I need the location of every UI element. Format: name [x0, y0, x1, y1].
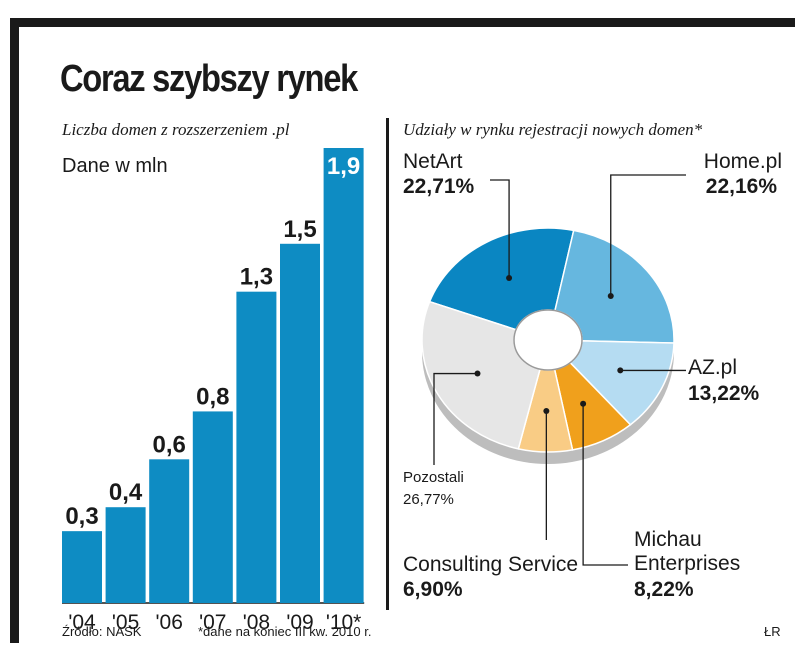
bar-1 — [105, 507, 146, 603]
bar-chart-unit-label: Dane w mln — [62, 155, 168, 177]
bar-value-label-3: 0,8 — [196, 383, 229, 410]
legend-pct-netart: 22,71% — [403, 175, 475, 198]
bar-value-label-2: 0,6 — [153, 431, 186, 458]
source-note: Źródło: NASK — [62, 624, 142, 639]
frame-left-border — [10, 18, 19, 643]
bar-value-label-4: 1,3 — [240, 264, 273, 291]
bar-value-label-5: 1,5 — [283, 216, 316, 243]
bar-chart-subtitle: Liczba domen z rozszerzeniem .pl — [62, 120, 290, 139]
legend-name-azpl: AZ.pl — [688, 356, 738, 379]
bar-category-label-0: '04 — [68, 611, 96, 634]
legend-name-michau: Michau Enterprises — [634, 528, 741, 575]
legend-pct-homepl: 22,16% — [705, 175, 777, 198]
panel-divider — [386, 118, 389, 610]
bar-category-label-2: '06 — [156, 611, 183, 634]
frame-top-border — [10, 18, 795, 27]
pie-center-hole — [513, 309, 583, 371]
leader-line-0 — [490, 179, 510, 278]
legend-pct-michau: 8,22% — [634, 578, 694, 601]
bar-chart: 0,3 '04 0,4 '05 0,6 '06 0,8 '07 1,3 '08 1,5 '09 1,9 '… — [62, 148, 365, 634]
footnote: *dane na koniec III kw. 2010 r. — [198, 624, 372, 639]
legend-name-homepl: Home.pl — [703, 150, 782, 173]
bar-4 — [236, 291, 277, 603]
leader-line-1 — [610, 174, 686, 296]
bar-category-label-3: '07 — [199, 611, 226, 634]
leader-dot-2 — [617, 367, 624, 374]
leader-dot-3 — [580, 400, 587, 407]
bar-2 — [149, 459, 190, 603]
author-credit: ŁR — [764, 624, 781, 639]
legend-pct-azpl: 13,22% — [688, 382, 760, 405]
bar-6 — [323, 148, 364, 603]
legend-name-consulting: Consulting Service — [403, 553, 579, 576]
bar-5 — [280, 243, 320, 603]
leader-line-5 — [433, 372, 478, 465]
leader-line-3 — [582, 403, 628, 566]
legend-name-pozostali: Pozostali — [403, 469, 464, 486]
bar-category-label-6: '10* — [326, 611, 362, 634]
bar-category-label-5: '09 — [286, 611, 313, 634]
bar-3 — [192, 411, 233, 603]
leader-dot-4 — [543, 407, 550, 414]
legend-name-netart: NetArt — [403, 150, 463, 173]
pie-chart — [421, 174, 686, 566]
leader-dot-0 — [506, 274, 513, 281]
legend-pct-consulting: 6,90% — [403, 578, 463, 601]
leader-dot-1 — [607, 292, 614, 299]
pie-chart-subtitle: Udziały w rynku rejestracji nowych domen… — [403, 120, 703, 139]
bar-category-label-1: '05 — [112, 611, 139, 634]
legend-pct-pozostali: 26,77% — [403, 491, 454, 508]
bar-category-label-4: '08 — [243, 611, 270, 634]
bar-value-label-0: 0,3 — [65, 503, 98, 530]
bar-0 — [62, 531, 102, 603]
bar-value-label-1: 0,4 — [109, 479, 143, 506]
bar-value-label-6: 1,9 — [327, 153, 360, 180]
leader-dot-5 — [474, 370, 481, 377]
infographic-title: Coraz szybszy rynek — [60, 58, 358, 100]
